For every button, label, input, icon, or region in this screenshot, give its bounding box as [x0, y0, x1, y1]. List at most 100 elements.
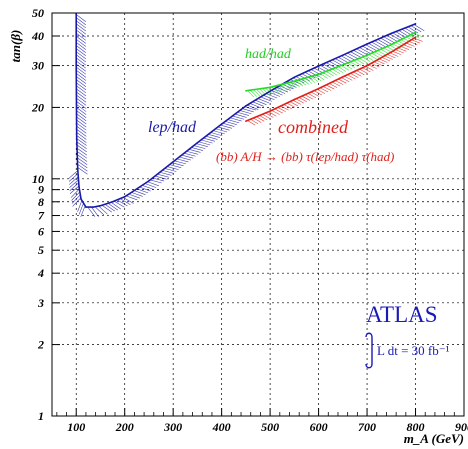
hatch-mark: [237, 111, 250, 116]
hatch-mark: [395, 49, 404, 54]
y-tick-label: 20: [31, 100, 44, 114]
x-axis-title: m_A (GeV): [404, 431, 464, 446]
hatch-mark: [301, 95, 310, 101]
hatch-mark: [326, 84, 335, 90]
hatch-mark: [76, 116, 87, 125]
hatch-mark: [174, 160, 187, 165]
hatch-mark: [371, 52, 380, 58]
x-tick-label: 600: [310, 420, 328, 434]
y-tick-label: 6: [38, 224, 44, 238]
hatch-mark: [407, 26, 419, 34]
hatch-mark: [76, 94, 87, 103]
y-tick-label: 8: [38, 195, 44, 209]
hatch-mark: [142, 185, 154, 190]
hatch-mark: [120, 198, 131, 206]
y-tick-label: 10: [32, 172, 44, 186]
hatch-mark: [250, 118, 259, 125]
hatch-mark: [76, 82, 87, 91]
hatch-mark: [353, 50, 365, 57]
series-line-combined: [245, 36, 416, 122]
hatch-mark: [313, 75, 322, 82]
x-tick-label: 400: [212, 420, 231, 434]
data-point-combined: [366, 64, 368, 67]
hatch-mark: [347, 62, 356, 69]
hatch-mark: [265, 93, 278, 99]
hatch-mark: [220, 124, 233, 129]
hatch-mark: [242, 108, 254, 113]
hatch-mark: [365, 55, 374, 61]
data-point-lep-had: [390, 32, 393, 35]
data-point-lep-had: [75, 64, 78, 67]
hatch-mark: [167, 166, 179, 170]
data-point-had-had: [317, 73, 320, 76]
data-point-lep-had: [85, 206, 87, 208]
hatch-mark: [359, 57, 368, 64]
hatch-mark: [71, 194, 81, 204]
hatch-mark: [257, 98, 270, 104]
hatch-mark: [76, 91, 87, 100]
hatch-mark: [69, 182, 79, 191]
data-point-combined: [245, 120, 247, 122]
hatch-mark: [356, 48, 368, 55]
hatch-mark: [295, 80, 304, 87]
y-tick-label: 2: [37, 338, 44, 352]
y-tick-label: 7: [38, 209, 45, 223]
hatch-mark: [408, 41, 418, 46]
hatch-mark: [188, 149, 201, 153]
hatch-mark: [225, 121, 237, 126]
hatch-mark: [144, 183, 157, 188]
data-point-lep-had: [80, 198, 82, 201]
hatch-mark: [210, 132, 223, 137]
hatch-mark: [368, 54, 377, 60]
data-point-combined: [342, 76, 344, 78]
hatch-mark: [147, 181, 159, 187]
hatch-mark: [76, 144, 87, 153]
hatch-mark: [76, 88, 87, 97]
hatch-mark: [389, 33, 401, 41]
hatch-mark: [76, 141, 87, 149]
hatch-mark: [380, 37, 392, 45]
y-tick-label: 40: [31, 29, 44, 43]
hatch-mark: [77, 160, 88, 169]
hatch-mark: [368, 43, 380, 50]
hatch-mark: [113, 200, 125, 208]
hatch-mark: [157, 173, 170, 178]
data-point-lep-had: [92, 206, 94, 208]
hatch-mark: [319, 73, 328, 79]
combined-label: combined: [278, 117, 349, 137]
atlas-label: ATLAS: [366, 302, 438, 327]
hatch-mark: [76, 14, 87, 22]
data-point-lep-had: [123, 195, 126, 198]
hatch-mark: [259, 115, 268, 121]
hatching: [68, 14, 425, 218]
data-point-had-had: [342, 64, 344, 66]
hatch-mark: [332, 81, 341, 87]
hatch-mark: [341, 65, 350, 71]
hatch-mark: [338, 66, 347, 72]
hatch-mark: [76, 17, 87, 26]
hatch-mark: [77, 157, 88, 165]
hatch-mark: [76, 132, 87, 140]
hatch-mark: [374, 51, 383, 57]
hatch-mark: [101, 204, 112, 213]
hatch-mark: [319, 87, 329, 93]
hatch-mark: [104, 204, 116, 212]
hatch-mark: [76, 129, 87, 137]
hatch-mark: [310, 91, 320, 97]
hatch-mark: [77, 163, 88, 172]
hatch-mark: [356, 59, 365, 65]
hatch-mark: [76, 76, 87, 84]
hatch-mark: [335, 67, 344, 73]
hatch-mark: [69, 176, 79, 185]
hatch-mark: [403, 44, 412, 49]
hatch-mark: [76, 39, 87, 47]
hatch-mark: [411, 39, 420, 44]
hatch-mark: [353, 60, 362, 66]
data-point-had-had: [293, 80, 296, 82]
hatch-mark: [373, 61, 383, 66]
hatch-mark: [374, 40, 386, 47]
hatch-mark: [76, 107, 87, 115]
data-point-combined: [293, 98, 296, 101]
hatch-mark: [200, 139, 213, 144]
